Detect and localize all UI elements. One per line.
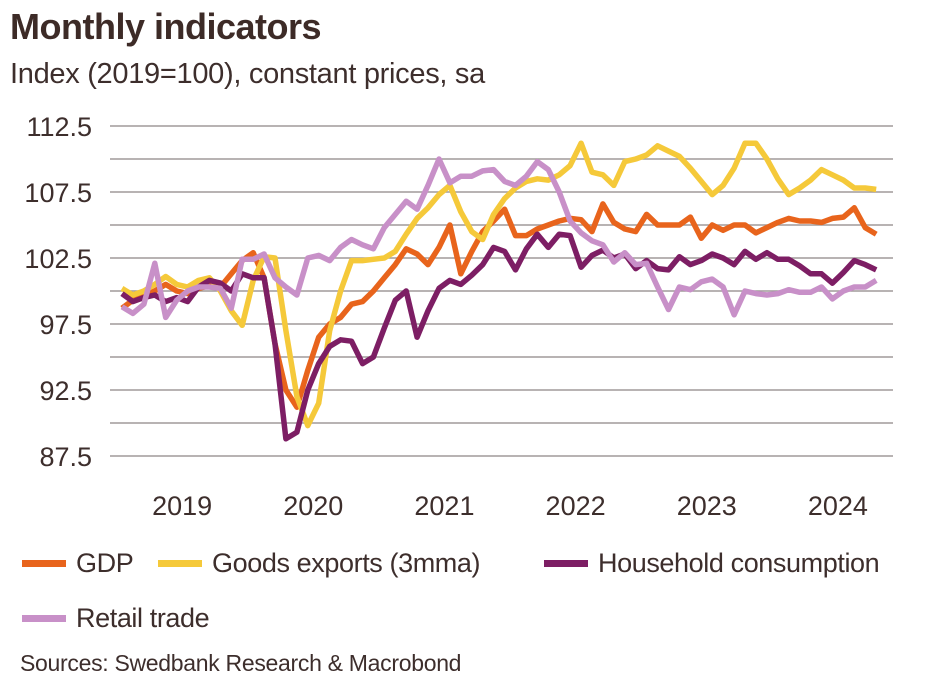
legend-swatch	[544, 560, 588, 567]
legend-swatch	[158, 560, 202, 567]
legend-swatch	[22, 560, 66, 567]
y-tick-label: 97.5	[39, 310, 92, 340]
y-tick-label: 107.5	[24, 178, 92, 208]
legend-item-goods-exports: Goods exports (3mma)	[158, 548, 480, 579]
series-line-goods-exports-3mma	[120, 140, 877, 429]
legend-item-household-consumption: Household consumption	[544, 548, 880, 579]
x-tick-label: 2019	[152, 491, 212, 521]
source-note: Sources: Swedbank Research & Macrobond	[20, 650, 462, 676]
x-tick-label: 2024	[808, 491, 868, 521]
y-tick-label: 112.5	[26, 112, 92, 142]
series-lines	[120, 140, 878, 442]
legend-label: Household consumption	[598, 548, 880, 578]
series-line-gdp	[120, 201, 878, 410]
y-tick-label: 87.5	[39, 442, 92, 472]
chart-title: Monthly indicators	[10, 6, 322, 47]
chart-subtitle: Index (2019=100), constant prices, sa	[10, 58, 485, 90]
y-axis-labels: 112.5 107.5 102.5 97.5 92.5 87.5	[24, 112, 92, 472]
series-line-household-consumption	[120, 231, 878, 442]
y-tick-label: 92.5	[39, 376, 92, 406]
legend-label: GDP	[76, 548, 134, 578]
y-tick-label: 102.5	[24, 244, 92, 274]
legend-item-gdp: GDP	[22, 548, 134, 579]
x-axis-labels: 2019 2020 2021 2022 2023 2024	[152, 491, 868, 521]
legend-label: Retail trade	[76, 603, 210, 633]
x-tick-label: 2021	[414, 491, 474, 521]
x-tick-label: 2023	[677, 491, 737, 521]
legend-item-retail-trade: Retail trade	[22, 603, 210, 634]
legend-swatch	[22, 615, 66, 622]
series-line-retail-trade	[120, 156, 878, 321]
x-tick-label: 2020	[283, 491, 343, 521]
x-tick-label: 2022	[546, 491, 606, 521]
legend-label: Goods exports (3mma)	[212, 548, 481, 578]
